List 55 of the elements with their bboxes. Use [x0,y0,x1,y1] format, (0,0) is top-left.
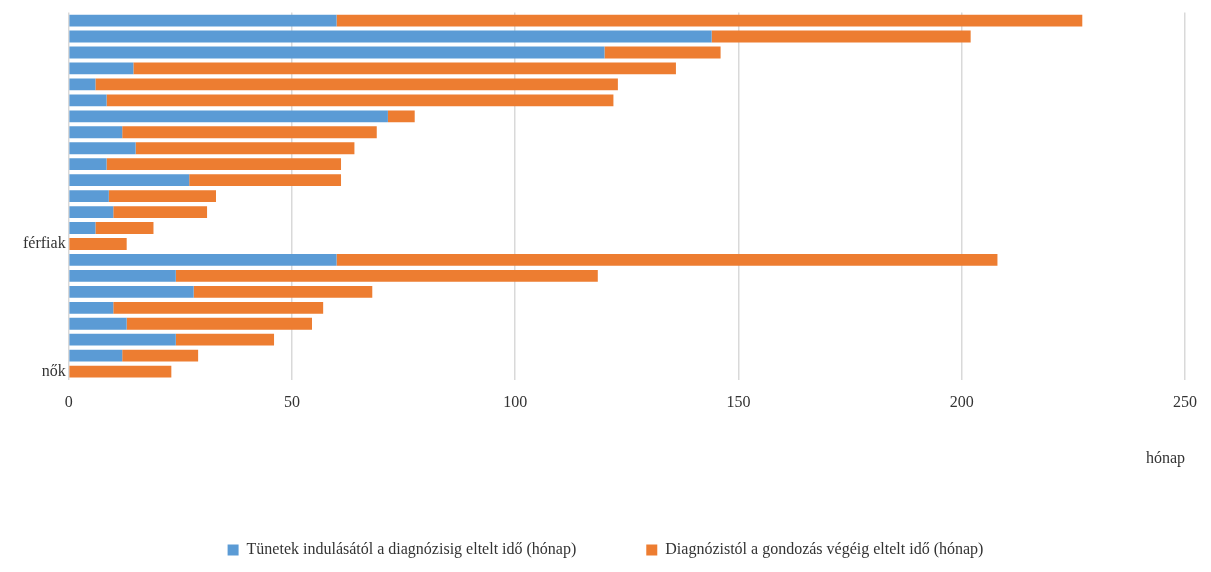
x-tick-label: 0 [64,393,73,411]
bar [69,30,712,43]
bar [69,62,134,75]
bar [69,174,190,187]
bar [122,126,377,139]
bar [189,174,342,187]
bar [69,110,388,123]
bar [69,94,107,107]
bar [133,62,676,75]
bar [69,14,337,27]
bar [69,126,123,139]
bar [69,206,114,218]
legend-label: Tünetek indulásától a diagnózisig eltelt idő (hónap) [246,540,577,559]
x-tick-label: 150 [726,393,751,411]
y-tick-label: nők [41,361,66,379]
bar [69,142,136,155]
bar [175,333,275,346]
bar [336,14,1083,27]
bar [95,78,618,91]
bar [69,365,172,378]
bar [108,190,216,203]
bar [69,46,605,59]
bar [69,349,123,362]
bar [193,285,373,298]
bar [69,269,176,282]
bar [69,254,337,266]
x-axis-title: hónap [1145,448,1185,467]
legend-label: Diagnózistól a gondozás végéig eltelt idő (hónap) [665,540,984,559]
bar [175,269,598,282]
bar [69,317,127,330]
bar [336,254,998,266]
bar [69,222,96,234]
y-tick-label: férfiak [22,234,66,252]
x-tick-label: 200 [949,393,974,411]
x-tick-label: 250 [1173,393,1197,411]
bar [69,301,114,314]
bar [113,206,208,218]
bar [387,110,415,123]
x-tick-label: 50 [283,393,300,411]
bar [69,190,109,203]
bar [69,285,194,298]
bar [604,46,721,59]
bar [69,158,107,171]
bar [113,301,324,314]
bar [122,349,199,362]
bar [106,158,342,171]
bar [135,142,355,155]
bar [69,78,96,91]
bar [95,222,154,234]
bar [69,238,127,250]
bar [711,30,971,43]
x-tick-label: 100 [503,393,528,411]
bar [126,317,312,330]
bar [106,94,614,107]
bar [69,333,176,346]
